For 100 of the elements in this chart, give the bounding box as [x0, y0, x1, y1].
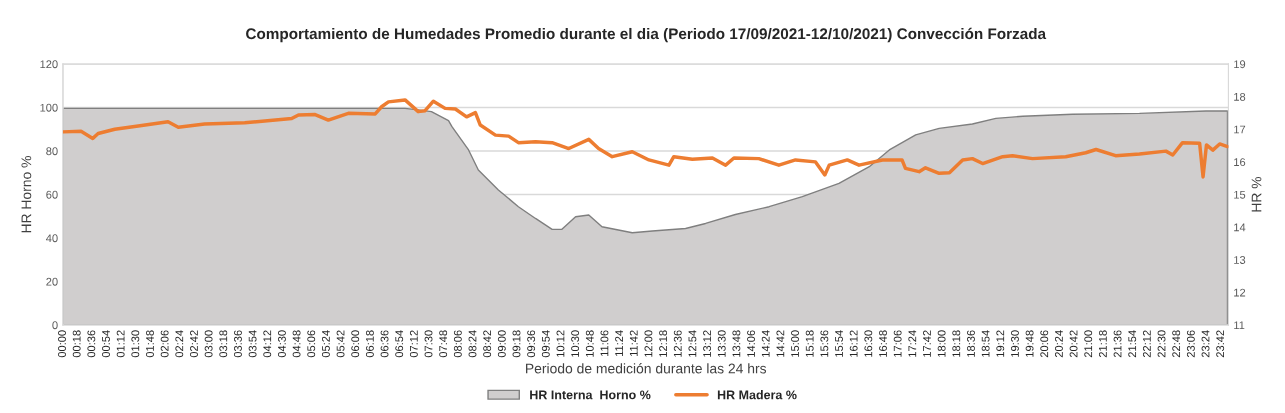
- x-tick-label: 09:18: [512, 330, 521, 358]
- y-tick-label: 80: [46, 147, 58, 156]
- x-tick-label: 20:24: [1054, 330, 1063, 358]
- y2-tick-label: 17: [1234, 125, 1246, 134]
- x-tick-label: 10:30: [571, 330, 580, 357]
- x-tick-label: 21:00: [1084, 330, 1093, 358]
- x-tick-label: 17:06: [893, 330, 902, 357]
- x-tick-label: 00:18: [72, 330, 81, 358]
- x-tick-label: 09:54: [541, 330, 550, 358]
- y2-tick-label: 16: [1234, 158, 1246, 167]
- x-tick-label: 04:48: [292, 330, 301, 358]
- x-tick-label: 12:00: [644, 330, 653, 357]
- y2-axis-title: HR %: [1251, 176, 1262, 212]
- y2-tick-label: 13: [1234, 256, 1246, 264]
- y-tick-label: 20: [46, 277, 58, 286]
- y2-tick-label: 12: [1234, 288, 1246, 297]
- x-tick-label: 21:36: [1113, 330, 1122, 358]
- x-tick-label: 21:54: [1128, 330, 1137, 358]
- x-tick-label: 07:12: [409, 330, 418, 358]
- x-tick-label: 22:30: [1157, 330, 1166, 358]
- x-tick-label: 05:24: [321, 330, 330, 358]
- x-tick-label: 06:00: [351, 330, 360, 358]
- y-tick-label: 0: [52, 321, 58, 330]
- x-tick-label: 16:12: [849, 330, 858, 357]
- x-tick-label: 02:06: [160, 330, 169, 358]
- x-tick-label: 01:48: [146, 330, 154, 358]
- x-tick-label: 06:54: [395, 330, 404, 358]
- x-tick-label: 13:12: [703, 330, 711, 357]
- x-tick-label: 09:00: [497, 330, 506, 358]
- y2-tick-label: 19: [1234, 60, 1246, 69]
- x-tick-label: 18:36: [967, 330, 975, 357]
- x-tick-label: 17:42: [923, 330, 931, 357]
- x-tick-label: 10:12: [556, 330, 565, 357]
- x-tick-label: 17:24: [908, 330, 917, 357]
- x-tick-label: 13:48: [732, 330, 741, 357]
- x-tick-label: 08:42: [483, 330, 492, 358]
- x-tick-label: 12:54: [688, 330, 697, 357]
- x-tick-label: 14:24: [761, 330, 770, 357]
- x-tick-label: 13:30: [717, 330, 726, 357]
- x-tick-label: 11:24: [615, 330, 623, 357]
- y2-tick-label: 18: [1234, 92, 1246, 101]
- x-tick-label: 10:48: [585, 330, 594, 357]
- x-tick-label: 23:42: [1216, 330, 1225, 358]
- x-tick-label: 02:42: [190, 330, 198, 358]
- y-tick-label: 40: [46, 234, 58, 243]
- chart-title: Comportamiento de Humedades Promedio durante el dia (Periodo 17/09/2021-12/10/2021) Convección Forzada: [246, 27, 1047, 43]
- x-tick-label: 18:18: [952, 330, 961, 357]
- x-tick-label: 07:30: [424, 330, 433, 358]
- legend-label: HR Madera %: [717, 390, 797, 400]
- x-tick-label: 14:06: [747, 330, 755, 357]
- x-tick-label: 15:54: [835, 330, 843, 357]
- x-tick-label: 03:54: [248, 330, 257, 358]
- x-axis-title: Periodo de medición durante las 24 hrs: [526, 363, 767, 374]
- x-tick-label: 19:48: [1025, 330, 1034, 357]
- x-tick-label: 21:18: [1098, 330, 1107, 358]
- line-series: [62, 98, 1229, 179]
- x-tick-label: 03:18: [219, 330, 228, 358]
- x-tick-label: 11:42: [629, 330, 638, 357]
- x-tick-label: 00:00: [58, 330, 66, 358]
- x-tick-label: 15:18: [805, 330, 814, 357]
- x-tick-label: 18:54: [981, 330, 990, 357]
- y-tick-label: 60: [46, 190, 58, 199]
- x-tick-label: 12:36: [673, 330, 682, 357]
- x-tick-label: 04:12: [263, 330, 272, 358]
- x-tick-label: 11:06: [600, 330, 609, 357]
- y-tick-label: 100: [40, 103, 58, 112]
- y-tick-label: 120: [40, 60, 58, 69]
- x-tick-label: 06:36: [380, 330, 389, 358]
- x-tick-label: 02:24: [175, 330, 184, 358]
- x-tick-label: 19:12: [996, 330, 1005, 357]
- x-tick-label: 07:48: [439, 330, 448, 358]
- x-tick-label: 00:36: [87, 330, 96, 358]
- x-tick-label: 12:18: [659, 330, 668, 357]
- x-tick-label: 22:12: [1142, 330, 1151, 358]
- x-tick-label: 01:30: [131, 330, 140, 358]
- x-tick-label: 20:06: [1040, 330, 1049, 358]
- x-tick-label: 16:48: [879, 330, 887, 357]
- x-tick-label: 23:24: [1201, 330, 1210, 358]
- y2-tick-label: 14: [1234, 223, 1246, 232]
- x-tick-label: 05:42: [336, 330, 345, 358]
- legend-label: HR Interna Horno %: [530, 390, 651, 400]
- x-tick-label: 15:00: [791, 330, 799, 357]
- x-tick-label: 16:30: [864, 330, 873, 357]
- x-tick-label: 01:12: [116, 330, 125, 358]
- y-axis-title: HR Horno %: [21, 156, 32, 233]
- x-tick-label: 20:42: [1069, 330, 1078, 358]
- y2-tick-label: 15: [1234, 190, 1246, 199]
- x-tick-label: 08:24: [468, 330, 477, 358]
- x-tick-label: 04:30: [277, 330, 286, 358]
- x-tick-label: 09:36: [527, 330, 536, 358]
- x-tick-label: 03:36: [234, 330, 242, 358]
- x-tick-label: 08:06: [453, 330, 462, 358]
- x-tick-label: 15:36: [820, 330, 829, 357]
- x-tick-label: 14:42: [776, 330, 785, 357]
- x-tick-label: 03:00: [204, 330, 213, 358]
- x-tick-label: 06:18: [365, 330, 374, 358]
- x-tick-label: 00:54: [102, 330, 110, 358]
- x-tick-label: 22:48: [1172, 330, 1181, 358]
- x-tick-label: 19:30: [1011, 330, 1019, 357]
- x-tick-label: 23:06: [1186, 330, 1195, 358]
